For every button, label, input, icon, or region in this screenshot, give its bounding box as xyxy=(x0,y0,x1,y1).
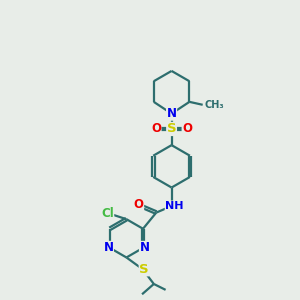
Text: O: O xyxy=(182,122,192,135)
Text: O: O xyxy=(151,122,161,135)
Text: N: N xyxy=(103,242,113,254)
Text: CH₃: CH₃ xyxy=(204,100,224,110)
Text: O: O xyxy=(134,198,144,211)
Text: N: N xyxy=(140,242,149,254)
Text: Cl: Cl xyxy=(101,207,114,220)
Text: NH: NH xyxy=(165,201,184,211)
Text: S: S xyxy=(167,122,176,135)
Text: N: N xyxy=(167,107,177,120)
Text: S: S xyxy=(139,263,149,276)
